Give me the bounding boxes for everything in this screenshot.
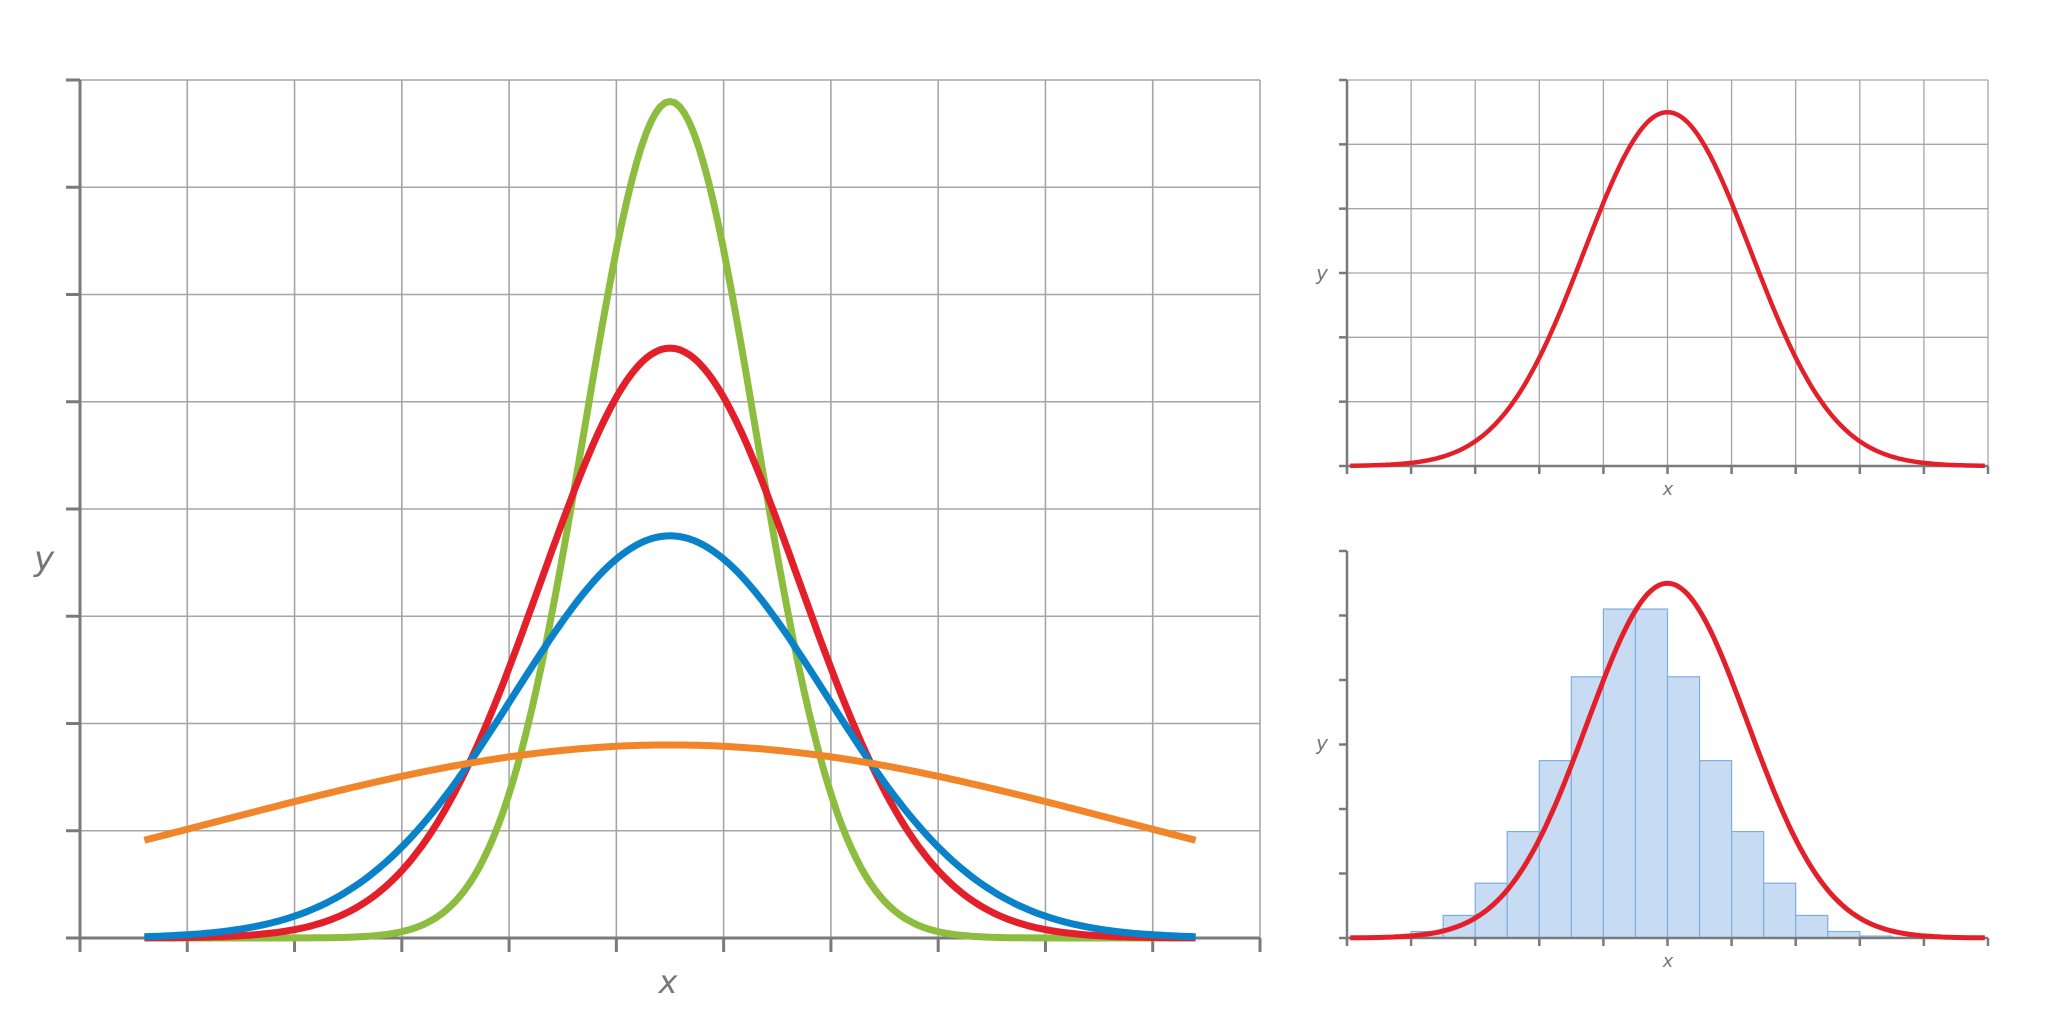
- bottom-right-histogram-chart: [1339, 549, 1990, 946]
- hist-bar-11: [1698, 760, 1733, 939]
- top-curve-red-0: [1350, 109, 1985, 468]
- hist-bar-10: [1666, 676, 1701, 939]
- top-y-axis-label: y: [1315, 261, 1329, 285]
- main-curve-red-1: [144, 344, 1196, 942]
- hist-bar-4: [1474, 882, 1508, 939]
- hist-curve-red-0: [1350, 580, 1985, 941]
- hist-x-axis-label: x: [1662, 951, 1674, 972]
- hist-bar-9: [1634, 608, 1669, 939]
- hist-bar-12: [1730, 830, 1765, 939]
- hist-bar-8: [1602, 608, 1637, 939]
- main-curve-green-0: [144, 98, 1196, 942]
- hist-y-axis-label: y: [1315, 731, 1329, 755]
- main-chart: [66, 78, 1262, 952]
- hist-bar-14: [1795, 914, 1829, 939]
- top-right-chart: [1339, 78, 1990, 474]
- main-curve-blue-2: [144, 532, 1196, 941]
- top-x-axis-label: x: [1662, 479, 1674, 500]
- main-y-axis-label: y: [33, 539, 55, 579]
- main-x-axis-label: x: [658, 963, 679, 1001]
- hist-bar-13: [1763, 882, 1797, 939]
- hist-bar-6: [1538, 760, 1572, 939]
- main-curve-orange-3: [143, 741, 1197, 844]
